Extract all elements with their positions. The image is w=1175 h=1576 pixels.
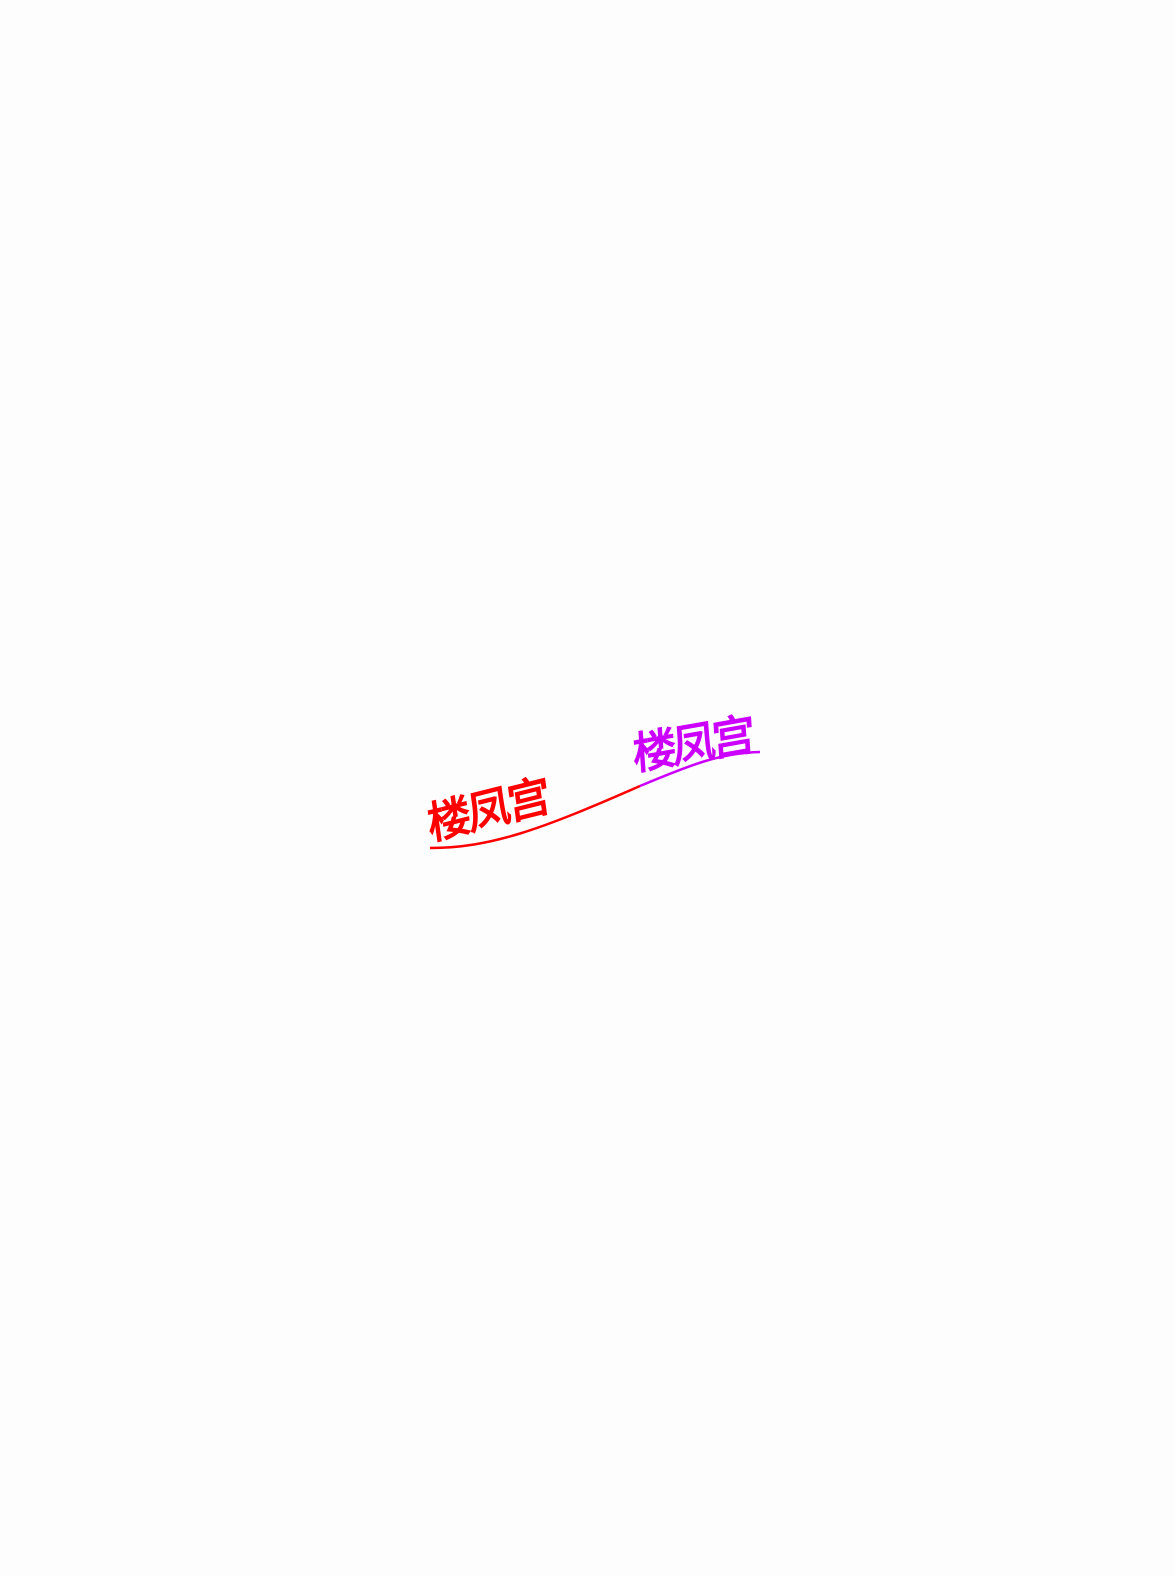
wave-line-red — [429, 784, 641, 850]
logo-text-left: 楼凤宫 — [424, 770, 553, 851]
logo-text-right: 楼凤宫 — [631, 708, 757, 781]
wave-line-purple — [639, 750, 761, 788]
